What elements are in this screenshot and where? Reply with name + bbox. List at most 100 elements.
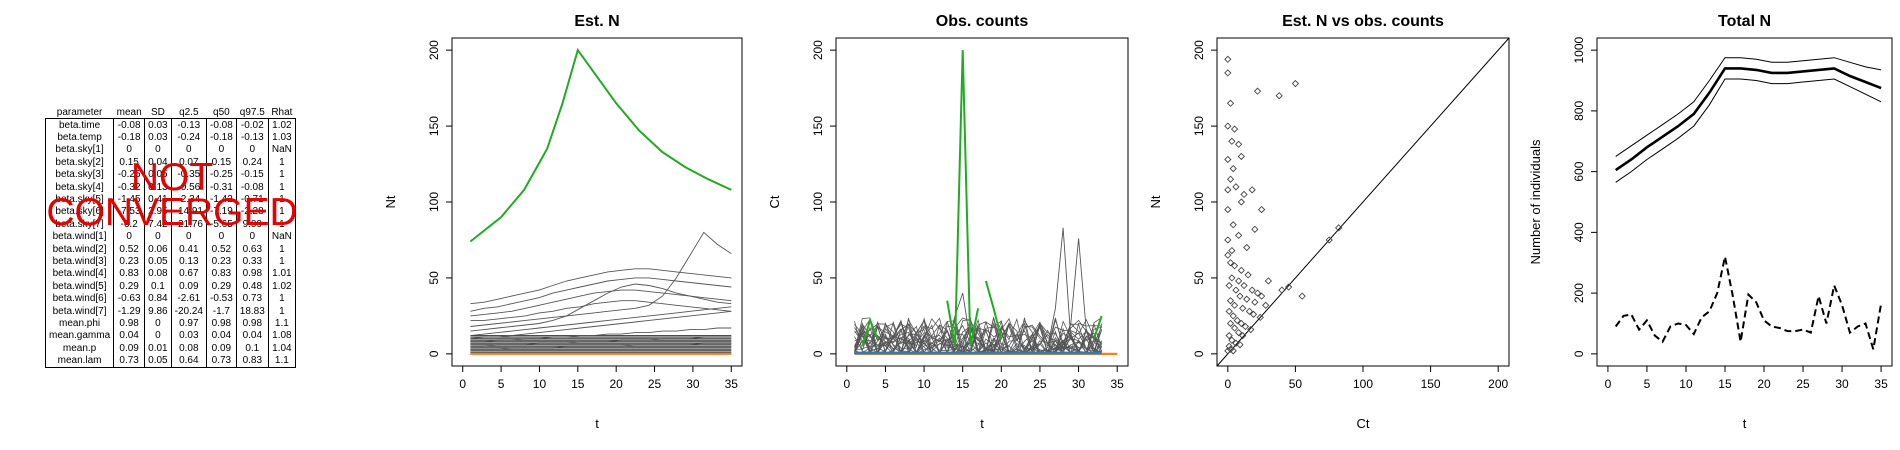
- table-cell: 1.02: [267, 118, 296, 132]
- x-tick-label: 10: [917, 377, 931, 391]
- y-tick-label: 100: [1192, 192, 1206, 212]
- scatter-point: [1237, 266, 1245, 274]
- table-row: mean.phi 0.98 0 0.97 0.98 0.98 1.1: [44, 317, 296, 330]
- scatter-point: [1253, 87, 1262, 95]
- table-cell: beta.wind[7]: [44, 304, 115, 318]
- table-row: beta.wind[2] 0.52 0.06 0.41 0.52 0.63 1: [44, 242, 296, 256]
- x-tick-label: 25: [648, 377, 662, 391]
- total-n-series-line: [1614, 67, 1882, 172]
- scatter-point: [1234, 231, 1243, 240]
- scatter-point: [1225, 281, 1233, 290]
- y-tick-label: 50: [427, 271, 441, 285]
- table-row: beta.wind[3] 0.23 0.05 0.13 0.23 0.33 1: [44, 255, 296, 268]
- table-row: beta.sky[2] 0.15 0.04 0.07 0.15 0.24 1: [44, 156, 296, 169]
- table-row: beta.wind[7] -1.29 9.86 -20.24 -1.7 18.83 1: [44, 304, 296, 318]
- table-row: beta.wind[5] 0.29 0.1 0.09 0.29 0.48 1.02: [44, 280, 296, 293]
- table-cell: 1: [267, 255, 296, 268]
- x-tick-label: 0: [1224, 377, 1231, 391]
- y-tick-label: 100: [427, 192, 441, 212]
- count-series-line: [854, 326, 1103, 355]
- table-cell: 9.86: [144, 304, 172, 318]
- scatter-point: [1264, 277, 1273, 285]
- individual-series-line: [470, 306, 732, 337]
- table-cell: -2.61: [170, 292, 207, 305]
- table-cell: beta.wind[3]: [44, 255, 115, 268]
- x-tick-label: 15: [956, 377, 970, 391]
- x-tick-label: 35: [725, 377, 739, 391]
- x-tick-label: 20: [1757, 377, 1771, 391]
- y-tick-label: 50: [811, 271, 825, 285]
- y-tick-label: 800: [1572, 101, 1586, 121]
- count-series-line: [854, 318, 1102, 355]
- x-tick-label: 35: [1111, 377, 1125, 391]
- highlight-series-line: [984, 280, 1003, 339]
- table-cell: 1: [267, 156, 296, 169]
- y-tick-label: 150: [1192, 116, 1206, 136]
- scatter-point: [1224, 186, 1232, 194]
- table-cell: 2.95: [144, 205, 172, 219]
- table-cell: -2.34: [170, 193, 207, 206]
- table-cell: 1.08: [267, 329, 296, 343]
- scatter-point: [1230, 262, 1239, 270]
- scatter-point: [1243, 243, 1251, 252]
- scatter-point: [1244, 271, 1252, 279]
- scatter-point: [1230, 324, 1239, 332]
- x-tick-label: 20: [995, 377, 1009, 391]
- table-cell: 1.02: [267, 280, 296, 293]
- scatter-point: [1285, 283, 1293, 291]
- table-cell: 0.64: [170, 354, 207, 368]
- scatter-point: [1225, 307, 1233, 315]
- y-tick-label: 200: [1192, 40, 1206, 60]
- table-cell: 0: [170, 143, 207, 157]
- table-cell: -21.76: [170, 218, 207, 231]
- table-row: beta.sky[6] -7.53 2.95 -14.91 -7.19 -2.28 1: [44, 205, 296, 219]
- y-tick-label: 200: [811, 40, 825, 60]
- scatter-point: [1237, 152, 1245, 161]
- count-series-line: [854, 321, 1102, 355]
- individual-series-line: [470, 268, 732, 305]
- scatter-point: [1224, 347, 1232, 355]
- table-row: mean.lam 0.73 0.05 0.64 0.73 0.83 1.1: [44, 354, 296, 368]
- highlight-series-line: [861, 317, 879, 347]
- plot-title: Est. N: [574, 13, 619, 30]
- scatter-point: [1226, 175, 1235, 183]
- table-cell: 0: [144, 329, 172, 343]
- individual-series-line: [470, 342, 732, 350]
- scatter-point: [1236, 292, 1244, 300]
- plot-frame: [451, 37, 743, 367]
- scatter-point: [1224, 205, 1232, 214]
- y-tick-label: 0: [1192, 350, 1206, 357]
- table-cell: 0.41: [170, 242, 207, 256]
- x-tick-label: 10: [1679, 377, 1693, 391]
- scatter-point: [1251, 298, 1259, 306]
- table-cell: 0: [144, 317, 172, 330]
- count-spike-line: [946, 292, 971, 347]
- scatter-point: [1228, 246, 1236, 255]
- scatter-point: [1275, 92, 1283, 100]
- table-cell: 0.04: [144, 156, 172, 169]
- y-tick-label: 150: [811, 116, 825, 136]
- scatter-point: [1257, 292, 1266, 300]
- scatter-point: [1298, 292, 1306, 300]
- scatter-point: [1335, 224, 1343, 232]
- scatter-point: [1229, 221, 1237, 229]
- table-cell: NaN: [267, 143, 296, 157]
- table-row: mean.p 0.09 0.01 0.08 0.09 0.1 1.04: [44, 342, 296, 355]
- x-tick-label: 0: [843, 377, 850, 391]
- column-header: mean: [116, 106, 142, 118]
- scatter-point: [1228, 274, 1236, 282]
- count-series-line: [854, 317, 1103, 355]
- scatter-point: [1226, 297, 1235, 305]
- scatter-point: [1243, 295, 1251, 303]
- x-tick-label: 30: [686, 377, 700, 391]
- table-cell: mean.p: [44, 342, 115, 355]
- table-cell: beta.wind[6]: [44, 292, 115, 305]
- individual-series-line: [470, 310, 732, 340]
- scatter-point: [1245, 307, 1254, 315]
- table-row: beta.sky[7] -6.2 7.42 -21.76 -5.65 9.09 1: [44, 218, 296, 231]
- individual-series-line: [470, 327, 732, 343]
- scatter-point: [1228, 137, 1236, 145]
- table-cell: 0.13: [144, 180, 172, 194]
- scatter-point: [1240, 190, 1248, 199]
- scatter-point: [1239, 331, 1247, 340]
